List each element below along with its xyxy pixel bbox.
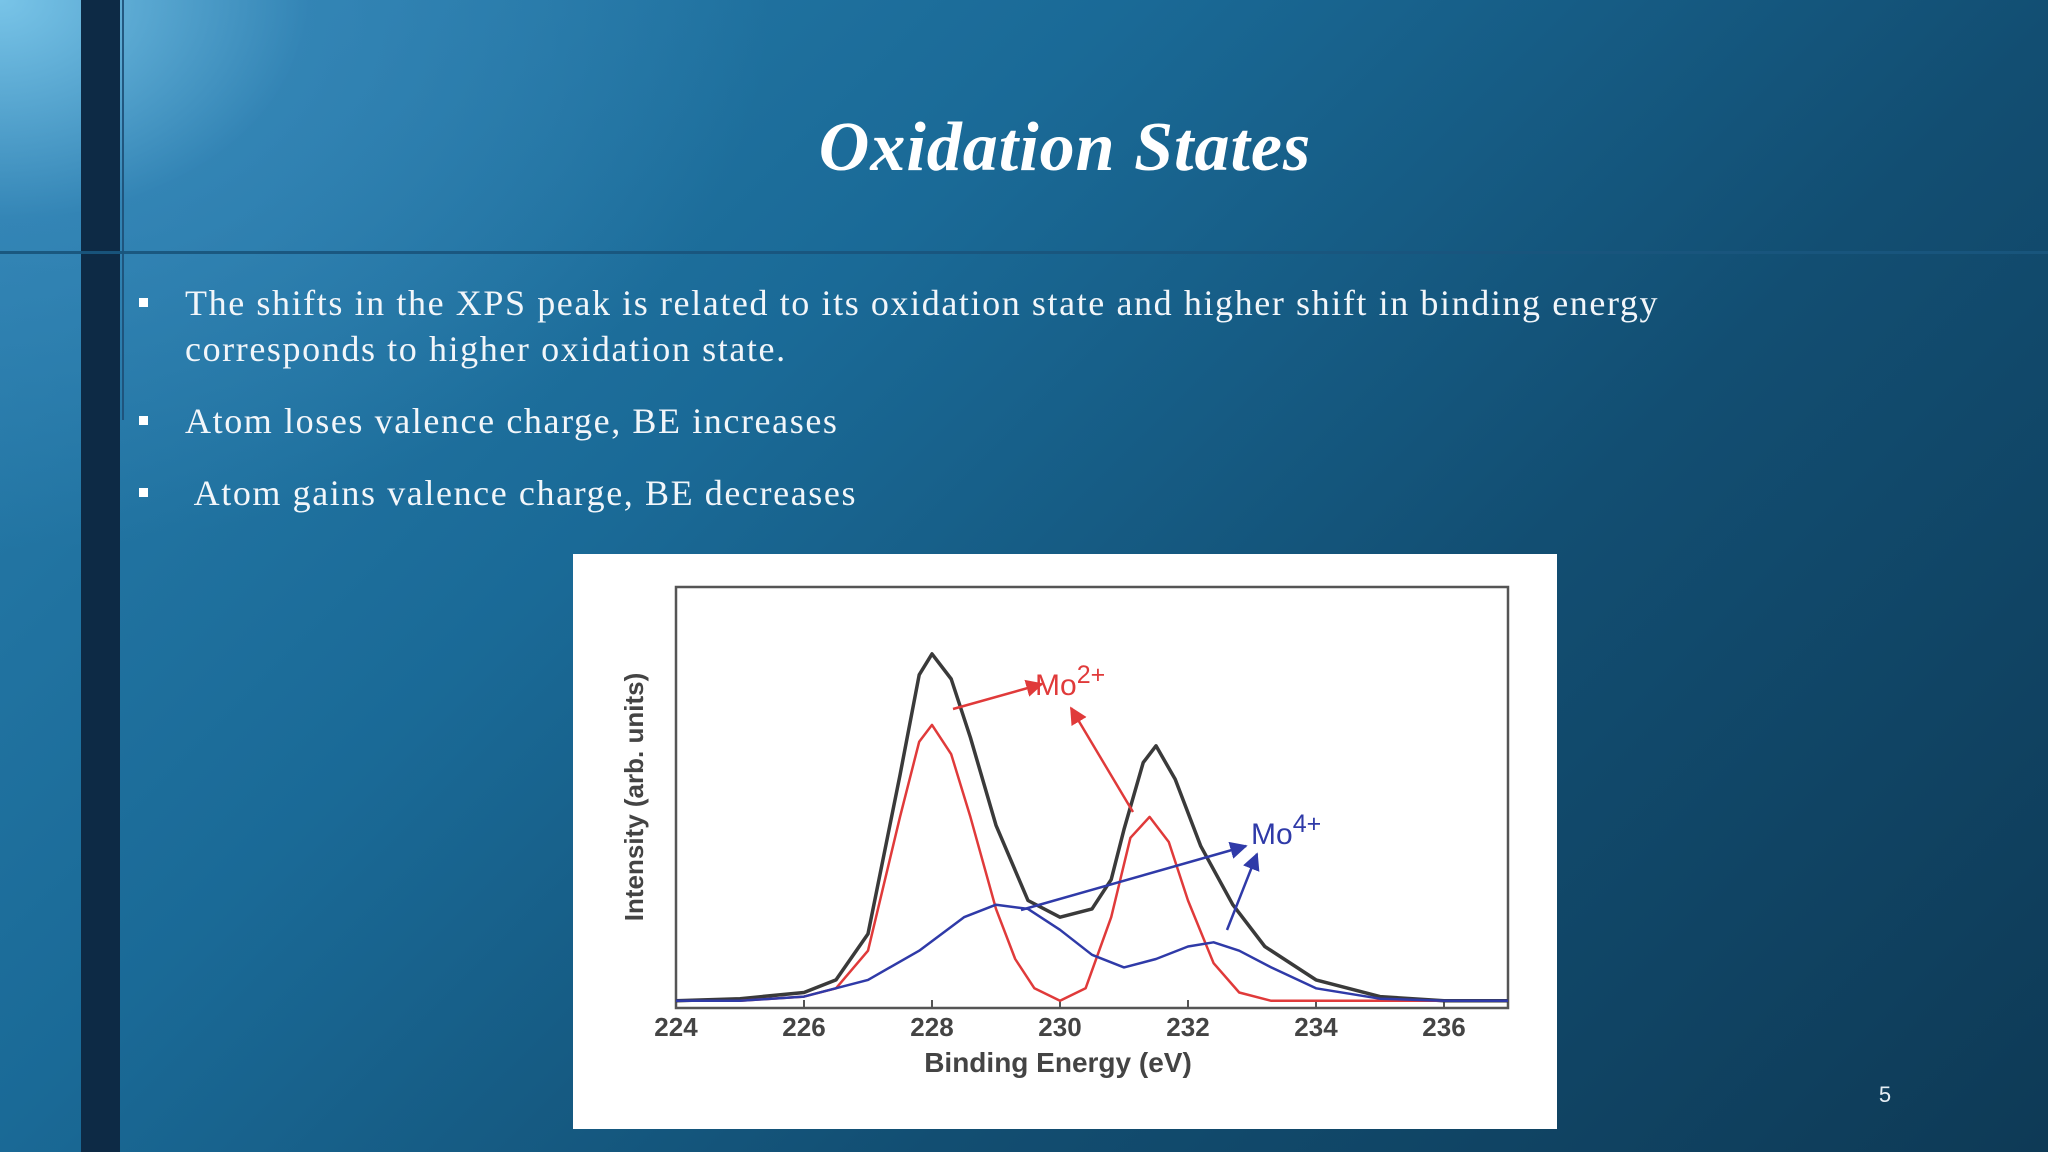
left-accent-bar	[81, 0, 120, 1152]
mo2-arrow-left	[952, 679, 1044, 711]
series-line-2	[676, 903, 1508, 1003]
mo2-sup: 2+	[1077, 661, 1106, 689]
square-bullet-icon	[139, 298, 148, 307]
bullet-list: The shifts in the XPS peak is related to…	[137, 280, 1837, 542]
bullet-item: Atom gains valence charge, BE decreases	[137, 470, 1837, 516]
xps-chart-figure: 224 226 228 230 232 234 236 Mo2+ Mo4+ Intensit…	[573, 554, 1557, 1129]
bullet-text: Atom loses valence charge, BE increases	[185, 401, 839, 441]
plot-frame	[674, 585, 1510, 1010]
mo4-base: Mo	[1251, 818, 1293, 851]
x-tick-label: 224	[654, 1012, 698, 1042]
page-number: 5	[1878, 1082, 1892, 1107]
square-bullet-icon	[139, 416, 148, 425]
mo4-arrow-right	[1225, 852, 1260, 931]
mo4-arrow-left	[1020, 841, 1248, 912]
mo2-base: Mo	[1035, 669, 1077, 702]
y-axis-label: Intensity (arb. units)	[619, 673, 649, 921]
bullet-text: Atom gains valence charge, BE decreases	[185, 473, 858, 513]
bullet-item: The shifts in the XPS peak is related to…	[137, 280, 1837, 372]
bullet-item: Atom loses valence charge, BE increases	[137, 398, 1837, 444]
mo2-arrow-right	[1069, 706, 1135, 813]
x-tick-label: 226	[782, 1012, 825, 1042]
mo4-label: Mo4+	[1251, 810, 1321, 851]
vertical-rule	[122, 0, 124, 420]
x-tick-label: 234	[1294, 1012, 1338, 1042]
series-group	[675, 652, 1508, 1003]
xps-chart: 224 226 228 230 232 234 236 Mo2+ Mo4+ Intensit…	[619, 585, 1510, 1078]
mo2-label: Mo2+	[1035, 661, 1105, 702]
slide-title: Oxidation States	[818, 109, 1312, 186]
horizontal-rule	[0, 251, 2048, 254]
series-line-0	[675, 652, 1508, 1003]
bullet-text: The shifts in the XPS peak is related to…	[185, 283, 1660, 369]
x-tick-label: 228	[910, 1012, 953, 1042]
mo4-sup: 4+	[1293, 810, 1322, 838]
x-tick-label: 236	[1422, 1012, 1465, 1042]
square-bullet-icon	[139, 488, 148, 497]
series-line-1	[676, 723, 1508, 1003]
x-tick-label: 232	[1166, 1012, 1209, 1042]
x-ticks: 224 226 228 230 232 234 236	[654, 1000, 1466, 1042]
x-tick-label: 230	[1038, 1012, 1081, 1042]
x-axis-label: Binding Energy (eV)	[924, 1047, 1192, 1078]
